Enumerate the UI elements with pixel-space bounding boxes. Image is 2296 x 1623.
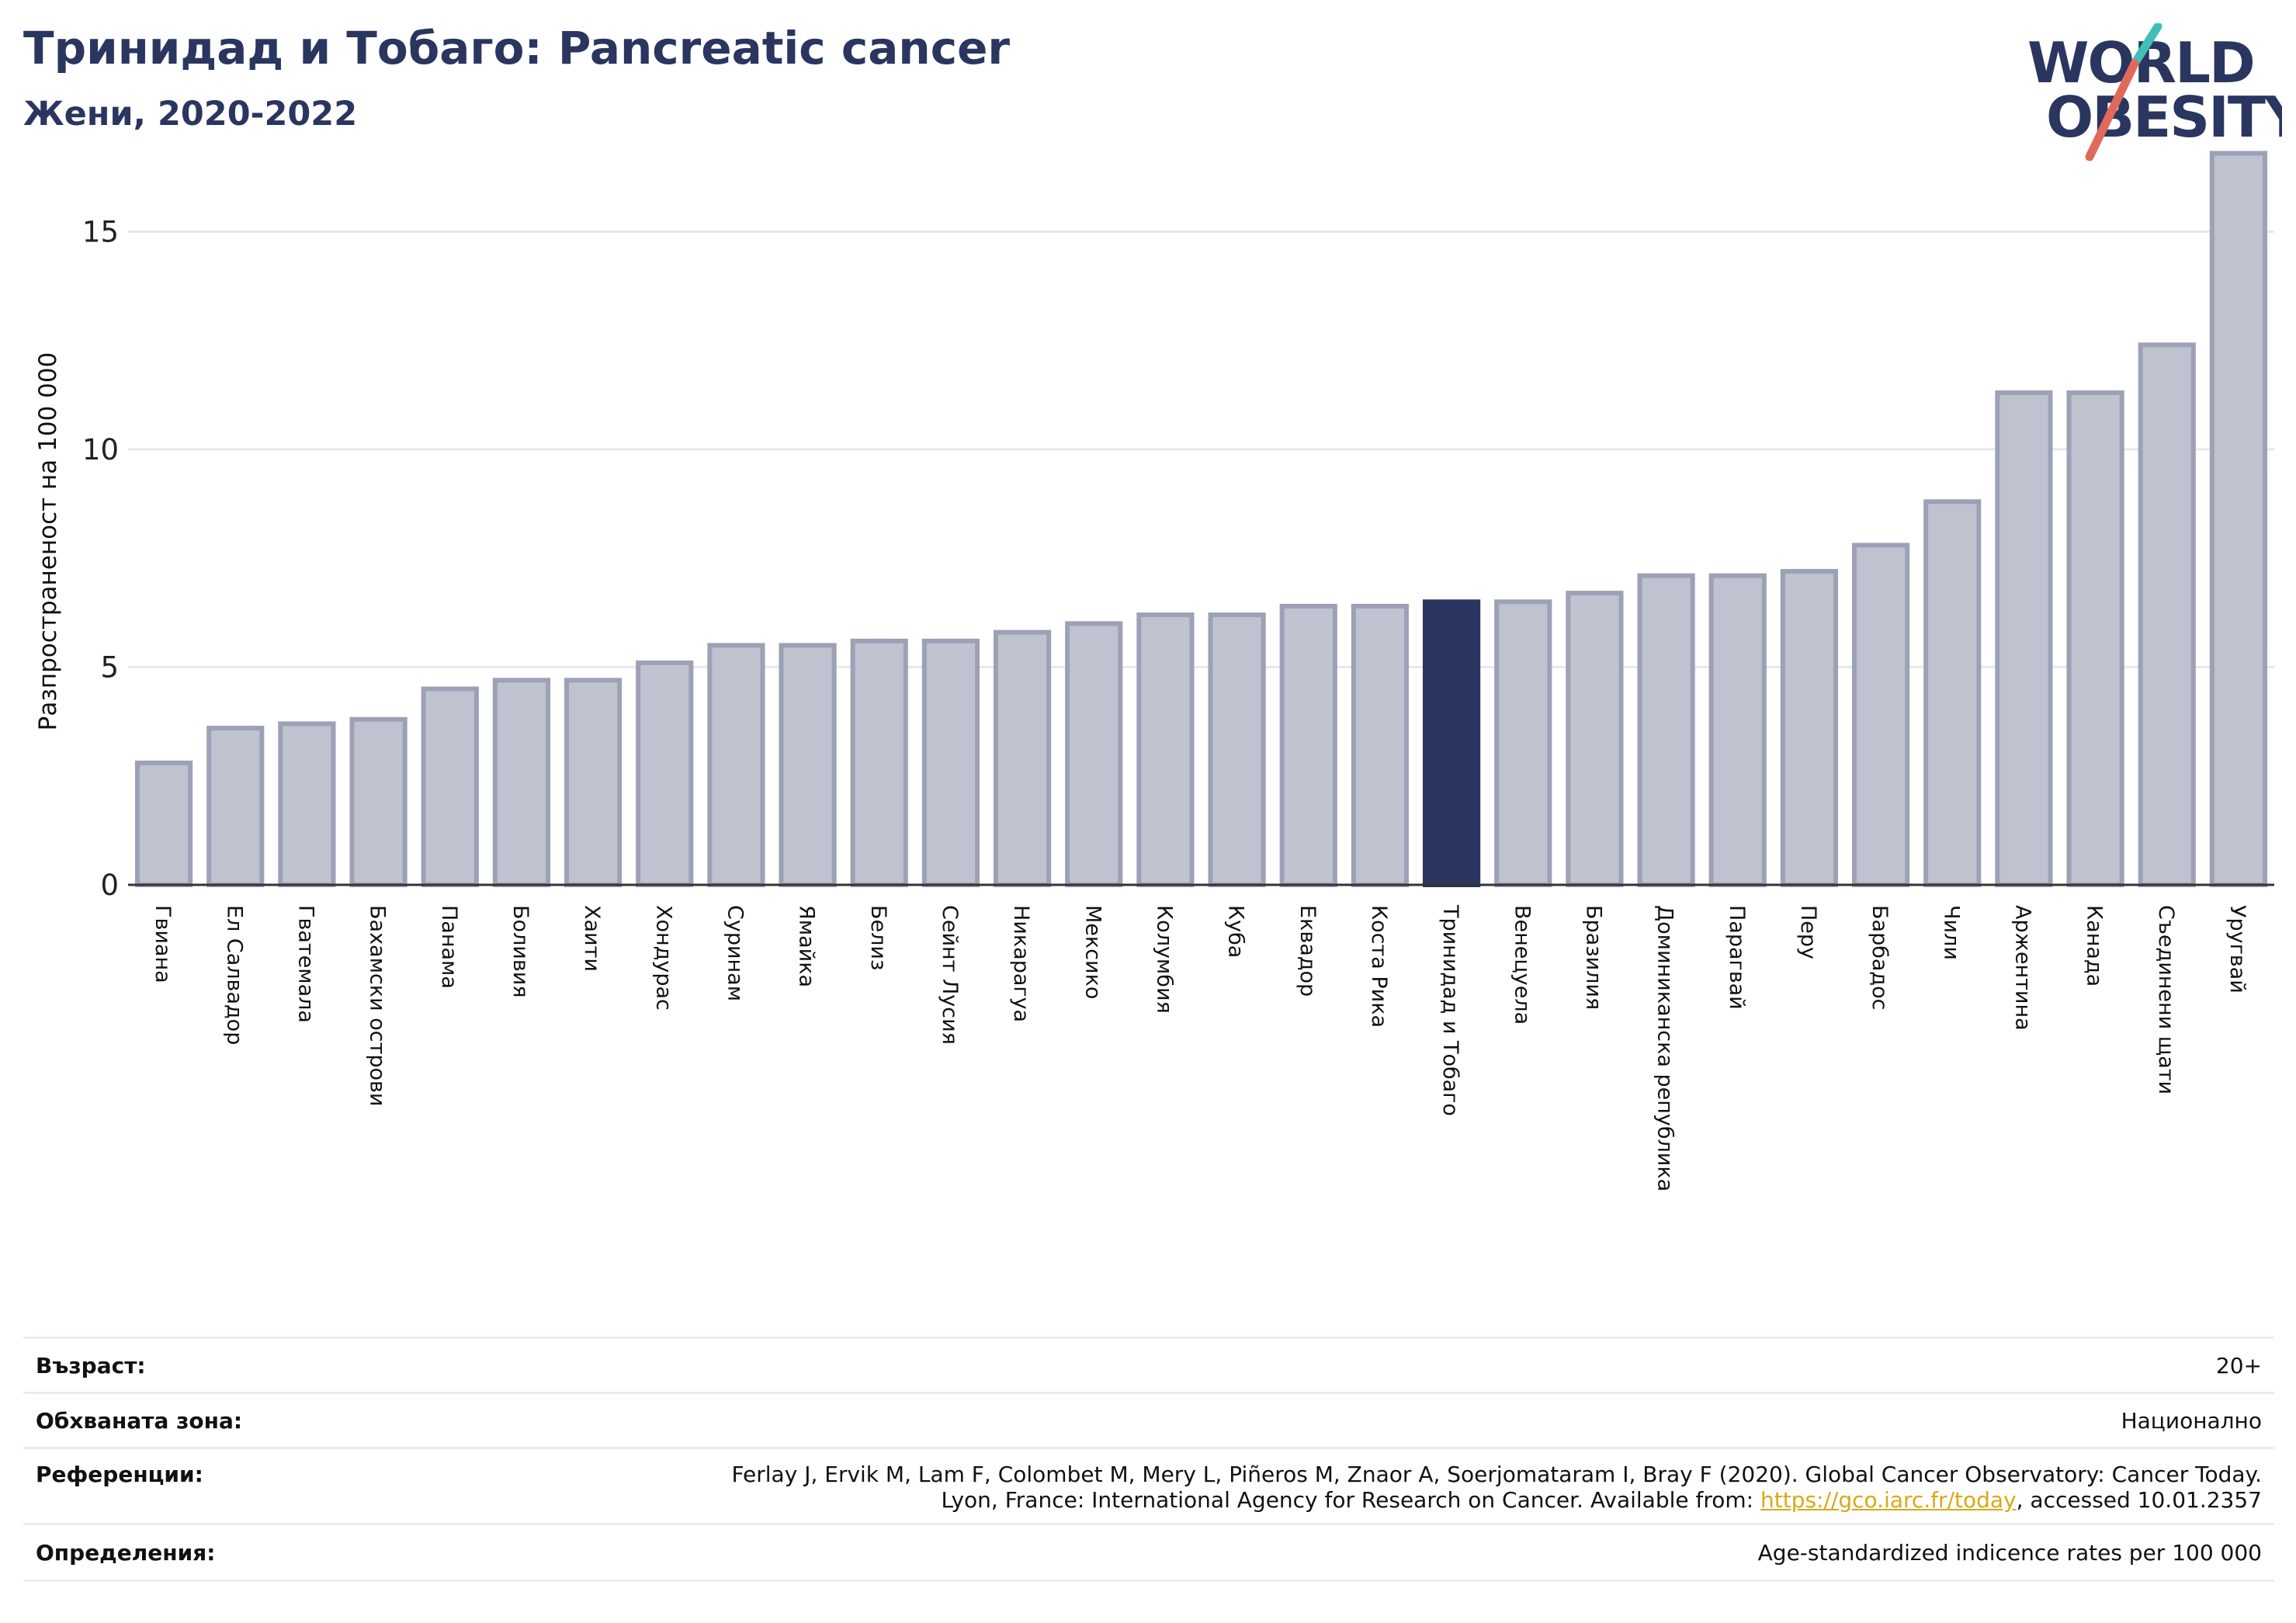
x-tick-label: Суринам	[723, 905, 747, 1001]
x-tick-label: Бразилия	[1581, 905, 1605, 1010]
bar	[421, 686, 479, 887]
references-line2-suffix: , accessed 10.01.2357	[2016, 1487, 2262, 1513]
bar	[1279, 603, 1337, 887]
logo-slash-teal	[2130, 23, 2162, 68]
bar	[921, 638, 980, 887]
definitions-value: Age-standardized indicence rates per 100…	[1757, 1539, 2262, 1566]
logo-word-world: WORLD	[2027, 30, 2254, 95]
bar	[2066, 390, 2124, 887]
x-tick-label: Куба	[1224, 905, 1248, 958]
x-tick-label: Гватемала	[293, 905, 317, 1023]
bar	[1637, 573, 1695, 887]
references-line2-prefix: Lyon, France: International Agency for R…	[941, 1487, 1760, 1513]
x-tick-label: Сейнт Лусия	[938, 905, 962, 1045]
y-tick-label: 5	[100, 650, 119, 684]
x-tick-label: Канада	[2083, 905, 2107, 987]
info-row-age: Възраст: 20+	[23, 1337, 2274, 1392]
age-value: 20+	[2215, 1352, 2262, 1379]
bar	[1136, 612, 1195, 888]
chart-title: Тринидад и Тобаго: Pancreatic cancer	[23, 22, 1011, 75]
x-tick-label: Никарагуа	[1009, 905, 1033, 1022]
x-tick-label: Коста Рика	[1367, 905, 1391, 1028]
bar	[134, 760, 193, 887]
definitions-label: Определения:	[36, 1539, 216, 1566]
x-tick-label: Панама	[437, 905, 461, 989]
bar	[349, 716, 408, 887]
bar	[206, 726, 265, 887]
logo-word-obesity: OBESITY	[2046, 85, 2282, 150]
references-label: Референции:	[36, 1462, 203, 1487]
info-row-coverage: Обхваната зона: Национално	[23, 1392, 2274, 1447]
bar	[779, 643, 837, 888]
world-obesity-logo: WORLD OBESITY	[2027, 23, 2282, 161]
bar	[1566, 591, 1624, 887]
chart-subtitle: Жени, 2020-2022	[23, 95, 358, 134]
x-tick-label: Еквадор	[1295, 905, 1320, 997]
bar	[2138, 342, 2196, 888]
bar	[1208, 612, 1266, 888]
age-label: Възраст:	[36, 1352, 146, 1379]
references-line1: Ferlay J, Ervik M, Lam F, Colombet M, Me…	[731, 1462, 2262, 1487]
bar	[564, 678, 623, 888]
x-tick-label: Чили	[1939, 905, 1963, 960]
bar	[492, 678, 551, 888]
bar	[636, 660, 694, 887]
x-tick-label: Уругвай	[2225, 905, 2249, 994]
x-tick-label: Боливия	[508, 905, 532, 998]
x-tick-label: Колумбия	[1152, 905, 1176, 1014]
bar	[707, 643, 765, 888]
bar	[993, 629, 1052, 887]
x-tick-label: Перу	[1796, 905, 1820, 959]
bar	[1351, 603, 1410, 887]
bar	[1995, 390, 2053, 887]
logo-slash-coral	[2085, 59, 2139, 161]
x-tick-label: Венецуела	[1510, 905, 1534, 1025]
x-tick-label: Гвиана	[151, 905, 175, 983]
y-tick-label: 15	[82, 215, 119, 248]
references-link[interactable]: https://gco.iarc.fr/today	[1760, 1487, 2017, 1513]
info-row-definitions: Определения: Age-standardized indicence …	[23, 1523, 2274, 1582]
coverage-value: Национално	[2121, 1407, 2262, 1434]
x-tick-label: Мексико	[1080, 905, 1105, 999]
bar	[1780, 569, 1839, 887]
bar	[1065, 621, 1123, 887]
bar-highlight	[1422, 599, 1481, 887]
x-tick-label: Барбадос	[1868, 905, 1892, 1010]
x-tick-label: Аржентина	[2010, 905, 2034, 1031]
x-tick-label: Парагвай	[1725, 905, 1749, 1010]
y-tick-label: 10	[82, 433, 119, 466]
x-tick-label: Бахамски острови	[366, 905, 390, 1106]
x-tick-label: Ел Салвадор	[222, 905, 246, 1045]
y-axis-label: Разпространеност на 100 000	[34, 352, 62, 731]
bar-chart: 0 5 10 15 Разпространеност на 100 000 Гвиана Е…	[34, 151, 2274, 1191]
bar	[278, 721, 336, 887]
bar	[850, 638, 908, 887]
x-tick-label: Ямайка	[795, 905, 819, 987]
info-row-references: Референции: Ferlay J, Ervik M, Lam F, Co…	[23, 1447, 2274, 1523]
x-tick-label: Хондурас	[651, 905, 675, 1011]
coverage-label: Обхваната зона:	[36, 1407, 243, 1434]
bar	[1708, 573, 1767, 887]
x-tick-label: Хаити	[580, 905, 604, 972]
bar	[1923, 499, 1982, 887]
x-tick-label: Белиз	[866, 905, 890, 970]
x-tick-label: Доминиканска република	[1653, 905, 1677, 1191]
references-value: Ferlay J, Ervik M, Lam F, Colombet M, Me…	[731, 1462, 2262, 1513]
bar	[1494, 599, 1552, 887]
x-tick-label: Тринидад и Тобаго	[1438, 904, 1462, 1116]
x-tick-label: Съединени щати	[2154, 905, 2178, 1094]
info-table: Възраст: 20+ Обхваната зона: Национално …	[23, 1337, 2274, 1582]
bar	[2209, 151, 2268, 888]
y-tick-label: 0	[100, 869, 119, 902]
bar	[1851, 543, 1910, 887]
